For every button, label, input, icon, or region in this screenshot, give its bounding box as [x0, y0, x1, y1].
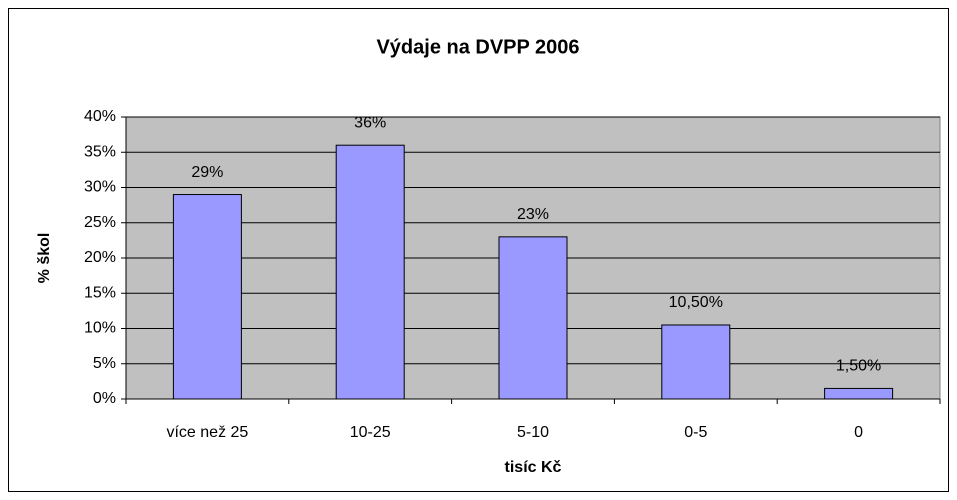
data-label: 36%	[354, 114, 386, 131]
data-label: 29%	[191, 164, 223, 181]
x-tick-label: více než 25	[166, 424, 248, 441]
bar	[172, 194, 242, 400]
y-tick-label: 20%	[84, 249, 116, 266]
y-tick-label: 10%	[84, 320, 116, 337]
y-tick-label: 40%	[84, 108, 116, 125]
x-tick-label: 5-10	[517, 424, 549, 441]
bar	[824, 387, 894, 400]
bar	[498, 236, 568, 400]
x-tick-label: 0-5	[684, 424, 707, 441]
y-tick-label: 30%	[84, 179, 116, 196]
y-tick-label: 15%	[84, 284, 116, 301]
data-label: 1,50%	[836, 358, 881, 375]
y-axis-label: % škol	[36, 233, 53, 284]
y-tick-label: 0%	[93, 390, 116, 407]
bar	[335, 144, 405, 400]
x-tick-label: 0	[854, 424, 863, 441]
y-tick-label: 35%	[84, 143, 116, 160]
chart-title: Výdaje na DVPP 2006	[376, 36, 579, 58]
x-tick-label: 10-25	[350, 424, 391, 441]
y-tick-label: 25%	[84, 214, 116, 231]
data-label: 23%	[517, 206, 549, 223]
data-label: 10,50%	[669, 294, 723, 311]
y-tick-label: 5%	[93, 355, 116, 372]
x-axis-label: tisíc Kč	[505, 459, 562, 476]
bar	[661, 324, 731, 400]
